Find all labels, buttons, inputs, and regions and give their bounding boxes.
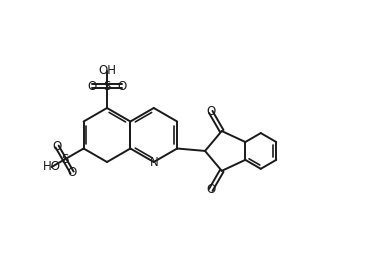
Text: OH: OH [98, 65, 116, 77]
Text: HO: HO [43, 161, 61, 173]
Text: O: O [117, 80, 127, 92]
Text: O: O [87, 80, 97, 92]
Text: O: O [67, 166, 77, 179]
Text: O: O [53, 140, 62, 153]
Text: S: S [103, 80, 111, 92]
Text: O: O [206, 105, 216, 118]
Text: O: O [206, 183, 216, 196]
Text: N: N [149, 155, 158, 168]
Text: S: S [61, 153, 68, 166]
